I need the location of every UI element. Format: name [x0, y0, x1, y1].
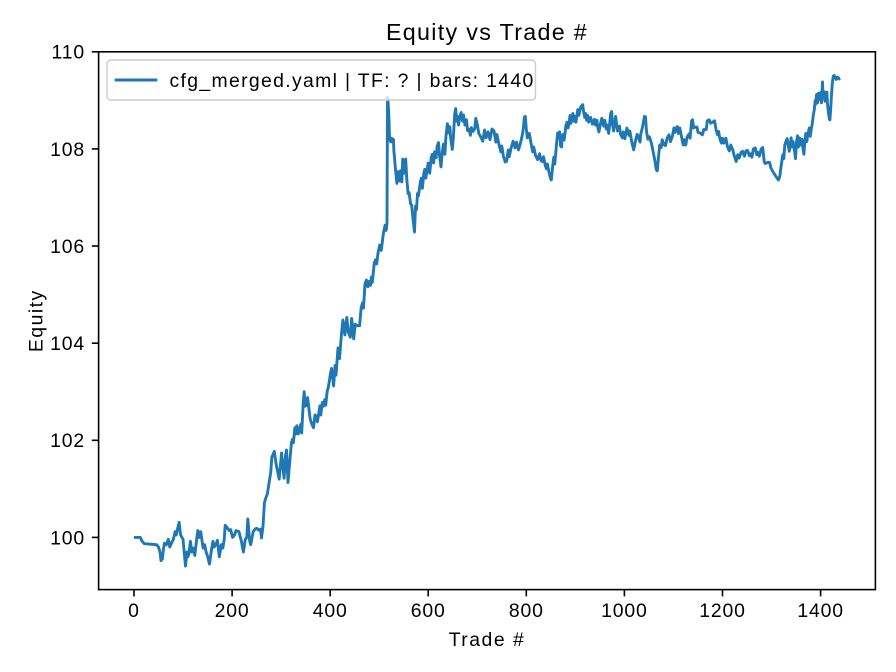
- svg-text:800: 800: [509, 600, 544, 622]
- svg-text:1400: 1400: [797, 600, 844, 622]
- svg-text:1000: 1000: [601, 600, 648, 622]
- svg-text:Equity: Equity: [26, 289, 48, 352]
- svg-text:102: 102: [50, 430, 85, 452]
- svg-text:Trade #: Trade #: [449, 629, 526, 651]
- svg-text:1200: 1200: [699, 600, 746, 622]
- svg-text:0: 0: [128, 600, 140, 622]
- svg-text:Equity vs Trade #: Equity vs Trade #: [386, 19, 588, 45]
- svg-text:400: 400: [313, 600, 348, 622]
- svg-text:200: 200: [215, 600, 250, 622]
- svg-text:110: 110: [52, 42, 85, 64]
- svg-text:cfg_merged.yaml | TF: ? | bars: cfg_merged.yaml | TF: ? | bars: 1440: [170, 70, 535, 92]
- svg-text:104: 104: [50, 333, 85, 355]
- svg-text:100: 100: [50, 527, 85, 549]
- svg-text:108: 108: [50, 139, 85, 161]
- svg-text:600: 600: [411, 600, 446, 622]
- svg-text:106: 106: [50, 236, 85, 258]
